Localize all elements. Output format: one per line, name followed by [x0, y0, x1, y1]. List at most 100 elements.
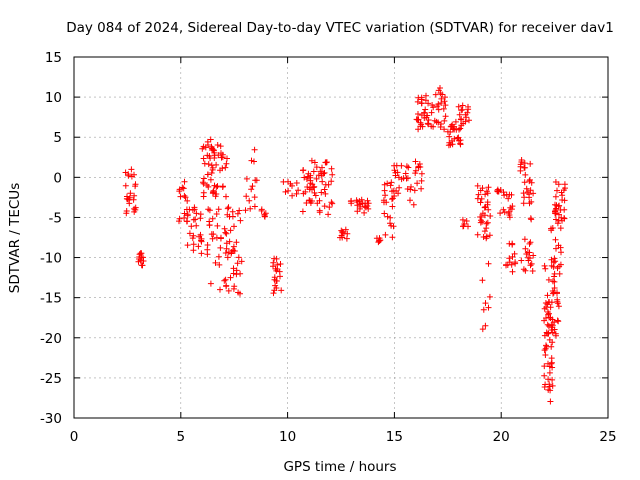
data-point — [315, 172, 322, 179]
data-point — [418, 185, 425, 192]
data-point — [247, 205, 254, 212]
data-point — [558, 214, 565, 221]
data-point — [230, 270, 237, 277]
data-point — [425, 100, 432, 107]
data-point — [209, 164, 216, 171]
data-point — [425, 117, 432, 123]
data-point — [323, 159, 330, 166]
data-point — [548, 227, 555, 234]
data-point — [208, 170, 215, 176]
x-tick-label: 0 — [70, 429, 79, 445]
y-tick-label: -30 — [40, 411, 62, 427]
data-point — [132, 183, 139, 190]
data-point — [321, 169, 328, 176]
data-point — [206, 153, 213, 159]
data-point — [384, 180, 391, 187]
data-point — [547, 398, 554, 405]
data-point — [236, 207, 243, 214]
data-point — [207, 280, 214, 287]
data-point — [338, 227, 345, 234]
data-point — [181, 210, 188, 217]
data-point — [416, 161, 423, 167]
data-point — [455, 103, 462, 110]
data-point — [434, 103, 441, 110]
data-point — [432, 91, 439, 98]
data-point — [200, 175, 207, 182]
data-point — [418, 100, 425, 107]
data-point — [381, 199, 387, 206]
data-point — [555, 242, 562, 249]
data-point — [204, 242, 211, 248]
data-point — [217, 143, 224, 150]
data-point — [479, 326, 486, 333]
data-point — [559, 197, 566, 203]
chart-title: Day 084 of 2024, Sidereal Day-to-day VTE… — [66, 20, 614, 36]
data-point — [541, 372, 548, 379]
data-point — [200, 179, 206, 186]
data-point — [221, 225, 228, 232]
data-point — [541, 347, 548, 354]
data-point — [549, 316, 556, 323]
data-point — [466, 117, 472, 124]
data-point — [344, 230, 351, 237]
plot-border — [73, 56, 609, 419]
data-point — [414, 180, 421, 187]
data-point — [487, 213, 494, 219]
data-point — [306, 197, 313, 204]
data-point — [503, 261, 510, 268]
data-point — [226, 238, 233, 245]
data-point — [391, 193, 398, 199]
data-point — [407, 186, 414, 193]
data-point — [526, 178, 533, 185]
data-point — [320, 170, 327, 177]
data-point — [553, 245, 559, 252]
data-point — [219, 165, 226, 172]
data-point — [299, 208, 306, 215]
data-point — [430, 123, 437, 130]
data-point — [321, 186, 328, 193]
data-point — [403, 175, 410, 182]
data-point — [541, 305, 548, 312]
data-point — [235, 289, 242, 296]
data-point — [389, 196, 395, 203]
data-point — [546, 314, 553, 321]
data-point — [558, 189, 565, 196]
data-point — [177, 193, 184, 200]
data-point — [208, 162, 215, 169]
y-axis-label: SDTVAR / TECUs — [7, 183, 23, 293]
data-point — [415, 116, 422, 123]
data-point — [552, 193, 559, 200]
x-tick-label: 5 — [177, 429, 186, 445]
data-point — [553, 216, 559, 223]
data-point — [520, 266, 527, 273]
data-point — [444, 128, 451, 135]
data-point — [548, 327, 555, 333]
data-point — [319, 178, 326, 185]
data-point — [293, 190, 300, 197]
data-point — [484, 219, 491, 226]
data-point — [507, 204, 514, 211]
data-point — [209, 235, 216, 242]
data-point — [135, 258, 142, 265]
data-point — [218, 150, 224, 157]
data-point — [195, 243, 202, 250]
data-point — [545, 323, 552, 329]
data-point — [219, 184, 226, 190]
data-point — [381, 210, 388, 217]
data-point — [329, 171, 336, 178]
data-point — [125, 171, 132, 178]
data-point — [222, 276, 229, 283]
data-point — [545, 386, 552, 393]
data-point — [176, 218, 182, 225]
data-point — [223, 160, 230, 167]
data-point — [181, 178, 188, 185]
data-point — [205, 161, 212, 168]
data-point — [523, 251, 530, 257]
data-point — [545, 376, 552, 383]
data-point — [556, 270, 563, 277]
data-point — [251, 203, 258, 210]
data-point — [189, 235, 196, 242]
data-point — [418, 170, 425, 177]
data-point — [225, 204, 232, 211]
